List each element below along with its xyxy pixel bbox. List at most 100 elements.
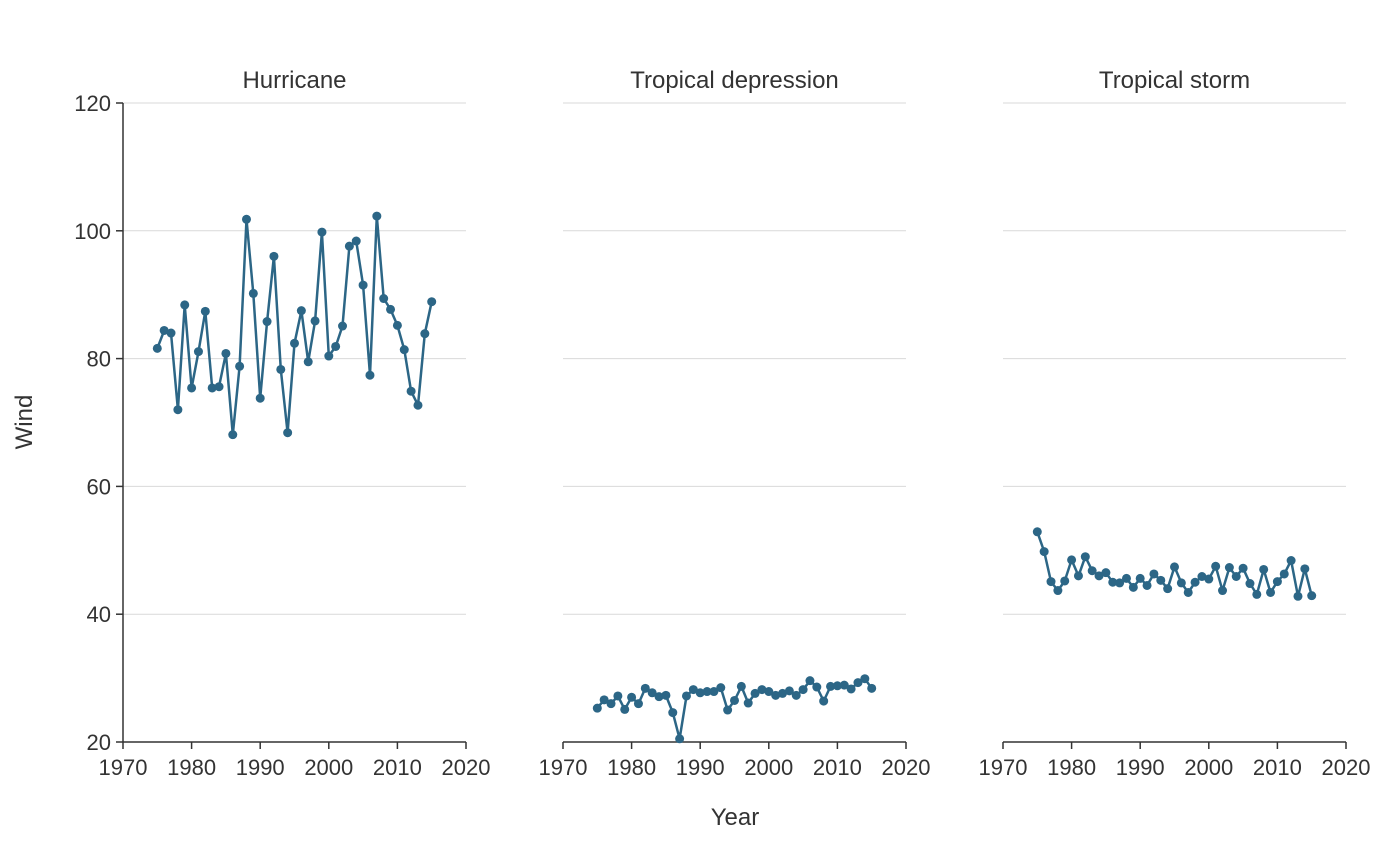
data-point (606, 699, 616, 709)
data-point (688, 685, 698, 695)
x-tick-label: 1970 (979, 755, 1028, 780)
y-axis-title: Wind (11, 395, 38, 450)
data-point (1259, 564, 1269, 574)
data-point (867, 683, 877, 693)
data-point (627, 692, 637, 702)
data-point (668, 708, 678, 718)
data-point (1135, 573, 1145, 583)
data-point (832, 681, 842, 691)
data-point (1176, 578, 1186, 588)
data-point (764, 687, 774, 697)
data-point (723, 705, 733, 715)
data-point (1128, 582, 1138, 592)
data-point (173, 405, 183, 415)
x-tick-label: 1980 (607, 755, 656, 780)
data-point (613, 691, 623, 701)
data-point (1032, 527, 1042, 537)
data-point (1163, 584, 1173, 594)
data-point (716, 683, 726, 693)
data-point (771, 690, 781, 700)
data-point (675, 734, 685, 744)
data-point (310, 316, 320, 326)
data-point (1279, 569, 1289, 579)
data-point (358, 280, 368, 290)
data-point (1060, 576, 1070, 586)
data-point (180, 300, 190, 310)
data-point (207, 383, 217, 393)
data-point (1307, 591, 1317, 601)
data-point (757, 685, 767, 695)
x-tick-label: 2020 (882, 755, 931, 780)
data-point (1211, 561, 1221, 571)
data-point (399, 345, 409, 355)
data-point (709, 687, 719, 697)
data-point (303, 357, 313, 367)
data-point (262, 317, 272, 327)
data-point (1293, 591, 1303, 601)
data-point (750, 688, 760, 698)
data-point (392, 320, 402, 330)
y-tick-label: 120 (74, 91, 111, 116)
facet-panel: Tropical storm 1970 1980 1990 2000 2010 2020 (979, 67, 1371, 780)
data-point (386, 304, 396, 314)
facet-title: Hurricane (242, 67, 346, 94)
data-point (221, 348, 231, 358)
data-point (1272, 577, 1282, 587)
data-point (344, 241, 354, 251)
data-point (1218, 586, 1228, 596)
x-tick-label: 1970 (539, 755, 588, 780)
data-point (839, 680, 849, 690)
x-tick-label: 2020 (1322, 755, 1371, 780)
data-point (1266, 587, 1276, 597)
data-point (338, 321, 348, 331)
data-point (661, 690, 671, 700)
data-point (1190, 577, 1200, 587)
data-point (1094, 571, 1104, 581)
facet-title: Tropical depression (630, 67, 839, 94)
data-point (736, 681, 746, 691)
data-point (1108, 577, 1118, 587)
data-point (1142, 580, 1152, 590)
y-tick-label: 20 (87, 730, 111, 755)
data-point (599, 695, 609, 705)
data-point (427, 297, 437, 307)
data-point (702, 687, 712, 697)
data-point (860, 674, 870, 684)
x-tick-label: 2010 (1253, 755, 1302, 780)
data-point (1238, 563, 1248, 573)
data-point (166, 328, 176, 338)
data-point (248, 288, 258, 298)
data-point (681, 691, 691, 701)
y-tick-label: 80 (87, 347, 111, 372)
x-tick-label: 1990 (1116, 755, 1165, 780)
data-point (228, 430, 238, 440)
x-tick-label: 2000 (304, 755, 353, 780)
data-point (351, 236, 361, 246)
x-tick-label: 1990 (236, 755, 285, 780)
data-point (1073, 571, 1083, 581)
data-point (379, 294, 389, 304)
data-point (365, 370, 375, 380)
data-point (317, 227, 327, 237)
data-point (420, 329, 430, 339)
data-point (187, 383, 197, 393)
data-point (406, 386, 416, 396)
data-point (1170, 562, 1179, 572)
data-point (1245, 579, 1255, 589)
data-point (235, 361, 245, 371)
data-point (805, 676, 815, 686)
data-point (695, 688, 705, 698)
data-point (812, 682, 822, 692)
data-point (846, 684, 856, 694)
data-point (640, 683, 650, 693)
data-point (276, 364, 286, 374)
data-point (296, 306, 306, 316)
data-point (1046, 577, 1056, 587)
data-point (324, 351, 334, 361)
data-point (1080, 552, 1090, 562)
data-point (1149, 569, 1159, 579)
x-tick-label: 2000 (1184, 755, 1233, 780)
data-point (152, 343, 162, 353)
